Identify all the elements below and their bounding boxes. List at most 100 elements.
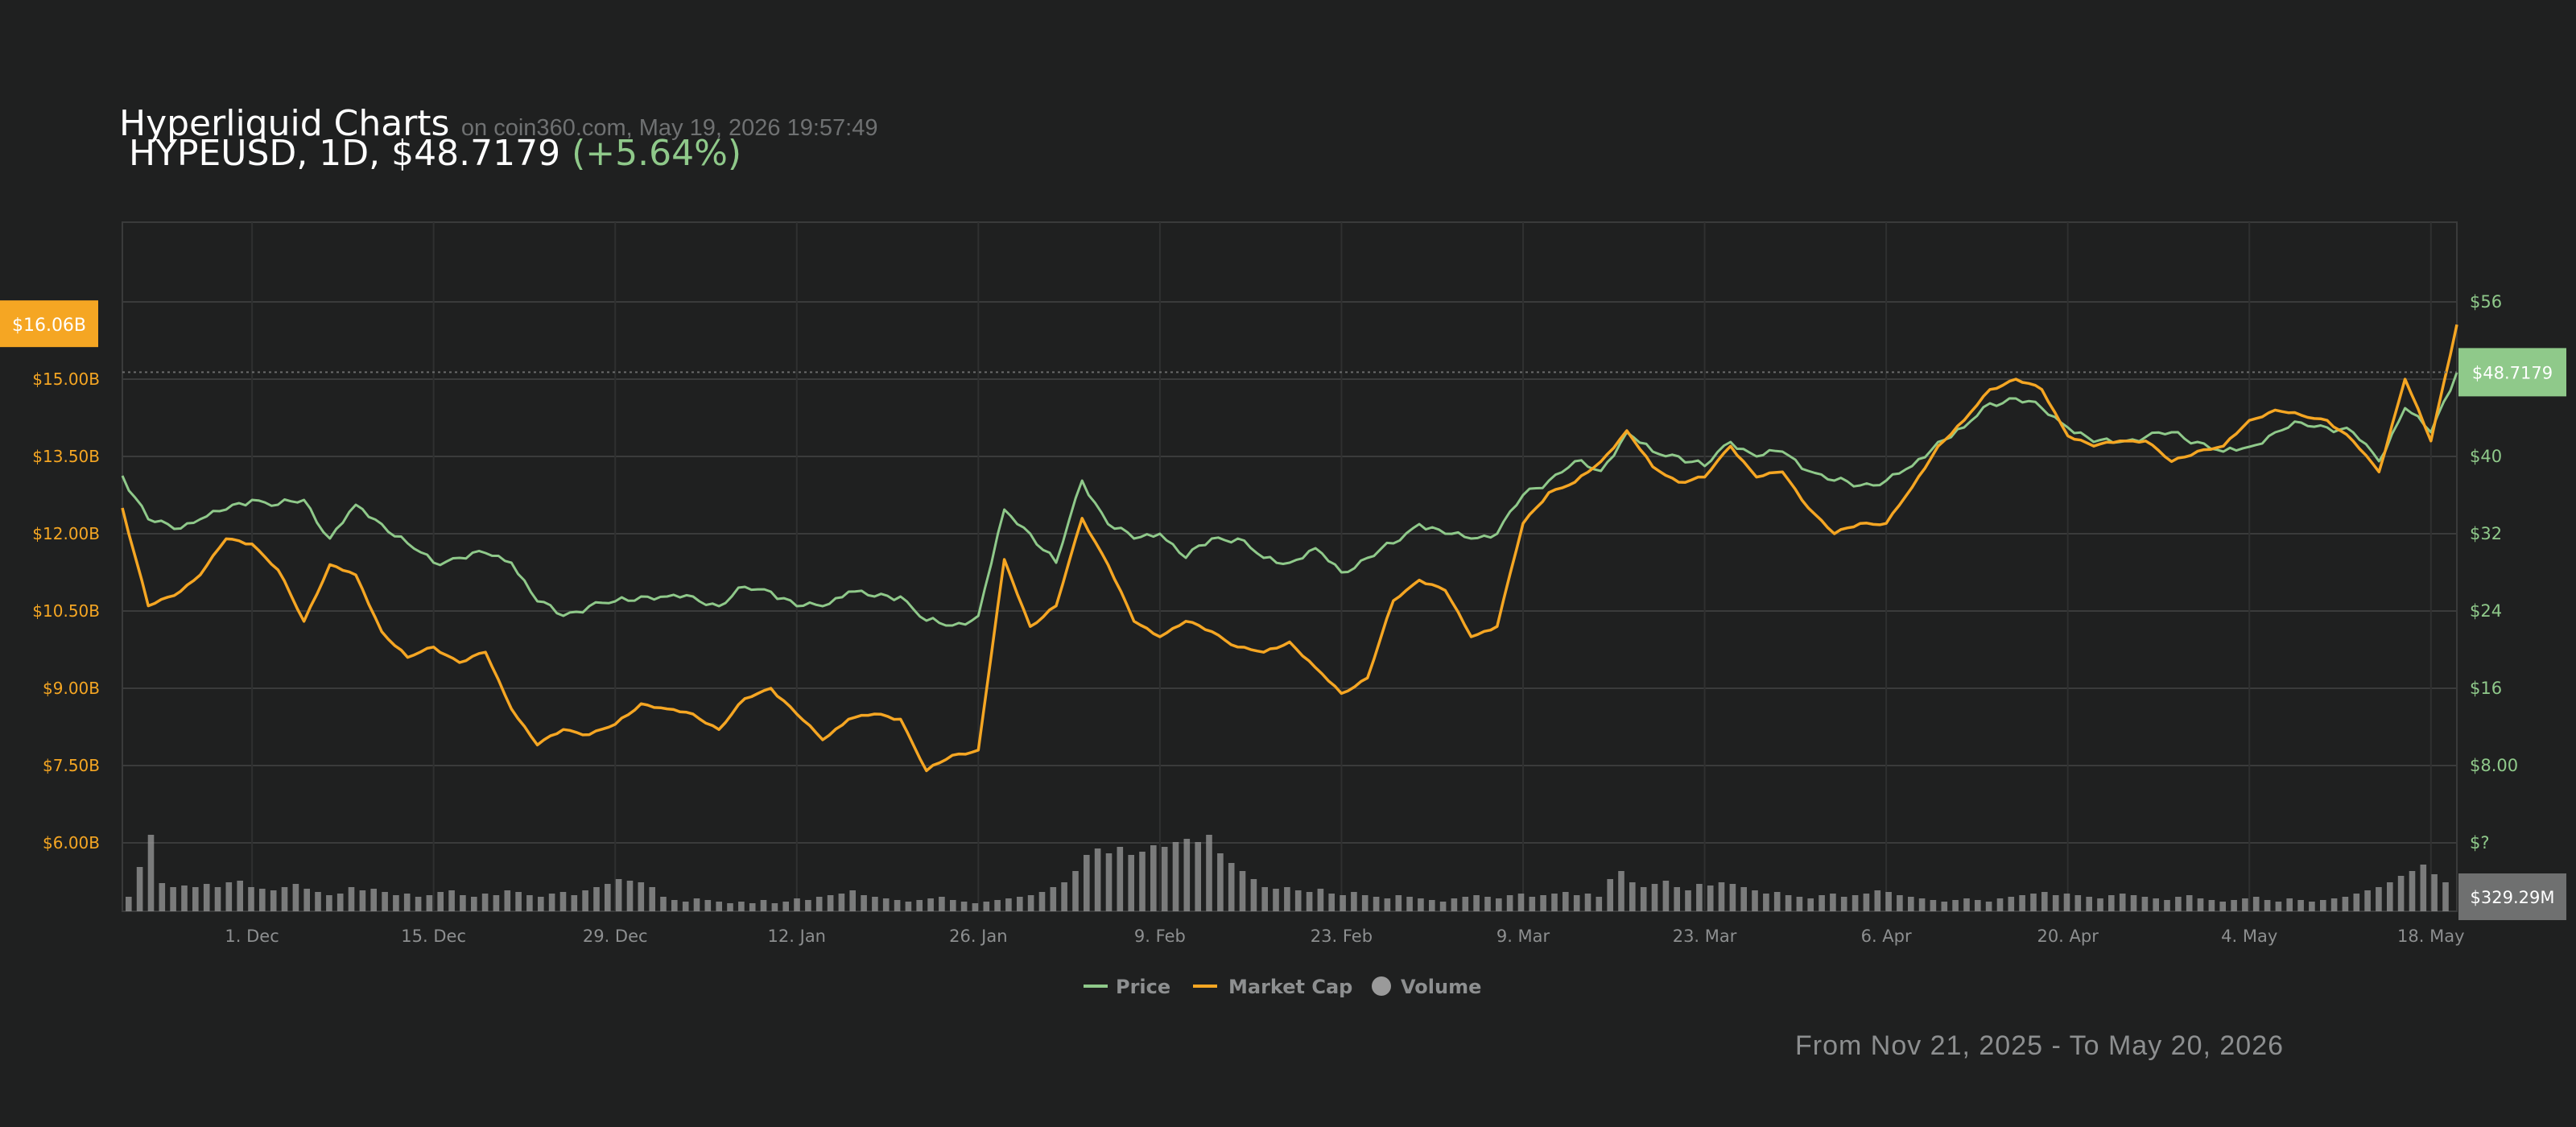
volume-bar: [2041, 892, 2048, 911]
volume-bar: [1773, 892, 1781, 911]
volume-bar: [882, 898, 890, 911]
volume-bar: [2086, 897, 2092, 911]
volume-bar: [905, 902, 912, 911]
volume-bar: [370, 889, 377, 911]
volume-bar: [983, 902, 990, 911]
volume-bar: [2164, 900, 2170, 911]
legend-item-volume[interactable]: Volume: [1372, 976, 1481, 998]
volume-bar: [1729, 884, 1736, 911]
volume-bar: [1317, 889, 1324, 911]
volume-bar: [1462, 897, 1469, 911]
volume-bar: [281, 887, 288, 911]
volume-bar: [1105, 853, 1113, 911]
volume-bar: [1005, 898, 1012, 911]
volume-bar: [1373, 897, 1380, 911]
volume-bar: [704, 900, 712, 911]
volume-bar: [571, 895, 578, 911]
volume-bar: [1384, 898, 1391, 911]
volume-bar: [504, 890, 511, 911]
legend-item-market-cap[interactable]: Market Cap: [1193, 976, 1352, 998]
chart-legend: Price Market Cap Volume: [1084, 976, 1481, 998]
x-tick-label: 9. Mar: [1496, 927, 1550, 946]
volume-bar: [336, 894, 344, 911]
x-tick-label: 23. Feb: [1311, 927, 1373, 946]
volume-bar: [1050, 887, 1057, 911]
legend-label-volume: Volume: [1401, 976, 1481, 998]
y-left-tick-label: $10.50B: [32, 601, 100, 621]
volume-bar: [861, 895, 867, 911]
volume-bar: [1306, 892, 1313, 911]
volume-bar: [1529, 897, 1536, 911]
volume-bar: [1117, 847, 1124, 911]
volume-bar: [1451, 898, 1458, 911]
volume-bar: [1540, 895, 1546, 911]
volume-bar: [1183, 839, 1191, 911]
ticker-summary: HYPEUSD, 1D, $48.7179 (+5.64%): [129, 133, 741, 174]
volume-bar: [2353, 894, 2360, 911]
volume-bar: [2063, 894, 2070, 911]
y-right-tick-label: $8.00: [2470, 756, 2518, 775]
volume-bar: [2141, 897, 2149, 911]
volume-bar: [1796, 897, 1803, 911]
current-market-cap-badge: [0, 300, 98, 348]
ticker-info: HYPEUSD, 1D, $48.7179: [129, 133, 561, 174]
price-line: [121, 372, 2458, 627]
volume-bar: [1852, 895, 1859, 911]
y-right-tick-label: $32: [2470, 524, 2502, 543]
volume-bar: [2376, 887, 2382, 911]
volume-bar: [2242, 898, 2248, 911]
volume-bar: [538, 897, 544, 911]
volume-bar: [2309, 902, 2315, 911]
volume-bar: [1696, 884, 1703, 911]
x-tick-label: 9. Feb: [1134, 927, 1186, 946]
volume-bar: [1128, 855, 1134, 911]
y-left-tick-label: $6.00B: [43, 833, 100, 852]
volume-bar: [1885, 892, 1892, 911]
volume-bar: [1294, 890, 1302, 911]
volume-bar: [2320, 900, 2326, 911]
volume-bar: [771, 903, 778, 911]
volume-bar: [1496, 898, 1502, 911]
volume-bar: [1473, 895, 1480, 911]
volume-bar: [1975, 900, 1981, 911]
volume-bar: [2108, 895, 2115, 911]
volume-bar: [1662, 881, 1670, 911]
volume-bar: [2019, 895, 2025, 911]
volume-bar: [2397, 876, 2405, 911]
volume-bar: [1072, 871, 1079, 911]
volume-bar: [203, 884, 210, 911]
title-block: Hyperliquid Charts on coin360.com, May 1…: [119, 103, 877, 144]
volume-bar: [2119, 894, 2126, 911]
volume-bar: [794, 898, 800, 911]
volume-bar: [1763, 894, 1769, 911]
volume-bar: [960, 902, 968, 911]
volume-bar: [259, 889, 266, 911]
volume-bar: [559, 892, 567, 911]
volume-bar: [838, 894, 845, 911]
current-volume-label: $329.29M: [2471, 888, 2555, 907]
x-tick-label: 20. Apr: [2037, 927, 2099, 946]
volume-bar: [136, 867, 143, 911]
current-price-label: $48.7179: [2472, 363, 2553, 382]
x-tick-label: 29. Dec: [583, 927, 648, 946]
volume-bar: [1874, 890, 1881, 911]
x-tick-label: 1. Dec: [225, 927, 279, 946]
volume-bar: [2330, 898, 2338, 911]
volume-bar: [225, 882, 233, 911]
volume-bar: [827, 895, 834, 911]
volume-bar: [426, 895, 433, 911]
legend-item-price[interactable]: Price: [1084, 976, 1170, 998]
volume-bar: [2442, 882, 2449, 911]
volume-bar: [2275, 902, 2282, 911]
y-left-tick-label: $13.50B: [32, 447, 100, 466]
volume-bar: [1161, 847, 1168, 911]
volume-bar: [693, 898, 700, 911]
volume-bar: [1406, 897, 1413, 911]
volume-bar: [270, 890, 277, 911]
volume-bar: [515, 892, 522, 911]
volume-bar: [582, 890, 588, 911]
volume-bar: [403, 894, 411, 911]
volume-bar: [1328, 894, 1335, 911]
volume-bar: [950, 900, 956, 911]
